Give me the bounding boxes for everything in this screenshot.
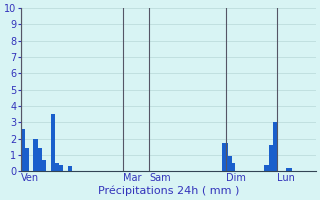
X-axis label: Précipitations 24h ( mm ): Précipitations 24h ( mm ) [98, 185, 239, 196]
Bar [267, 165, 269, 171]
Bar [286, 168, 288, 171]
Bar [61, 165, 63, 171]
Bar [38, 148, 40, 171]
Bar [33, 139, 36, 171]
Bar [228, 156, 230, 171]
Bar [290, 168, 292, 171]
Bar [269, 145, 271, 171]
Bar [222, 143, 224, 171]
Bar [42, 160, 44, 171]
Bar [271, 145, 273, 171]
Bar [25, 148, 27, 171]
Bar [232, 163, 235, 171]
Bar [230, 156, 232, 171]
Bar [265, 165, 267, 171]
Bar [59, 165, 61, 171]
Bar [288, 168, 290, 171]
Bar [20, 129, 23, 171]
Bar [224, 143, 226, 171]
Bar [27, 148, 29, 171]
Bar [36, 139, 38, 171]
Bar [51, 114, 53, 171]
Bar [53, 114, 55, 171]
Bar [55, 163, 57, 171]
Bar [70, 166, 72, 171]
Bar [57, 163, 59, 171]
Bar [44, 160, 46, 171]
Bar [273, 122, 275, 171]
Bar [68, 166, 70, 171]
Bar [226, 143, 228, 171]
Bar [40, 148, 42, 171]
Bar [275, 122, 277, 171]
Bar [23, 129, 25, 171]
